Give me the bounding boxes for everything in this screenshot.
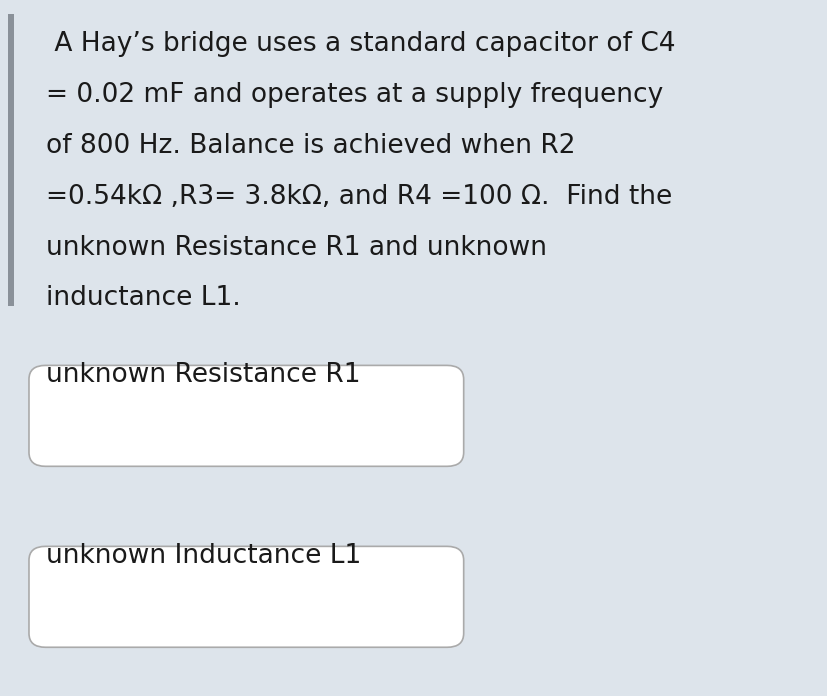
Text: inductance L1.: inductance L1. [45,285,240,311]
FancyBboxPatch shape [8,14,14,306]
Text: A Hay’s bridge uses a standard capacitor of C4: A Hay’s bridge uses a standard capacitor… [45,31,674,57]
Text: of 800 Hz. Balance is achieved when R2: of 800 Hz. Balance is achieved when R2 [45,133,574,159]
Text: = 0.02 mF and operates at a supply frequency: = 0.02 mF and operates at a supply frequ… [45,82,662,108]
Text: unknown Inductance L1: unknown Inductance L1 [45,543,361,569]
Text: unknown Resistance R1: unknown Resistance R1 [45,362,360,388]
FancyBboxPatch shape [29,546,463,647]
FancyBboxPatch shape [29,365,463,466]
Text: unknown Resistance R1 and unknown: unknown Resistance R1 and unknown [45,235,546,260]
Text: =0.54kΩ ,R3= 3.8kΩ, and R4 =100 Ω.  Find the: =0.54kΩ ,R3= 3.8kΩ, and R4 =100 Ω. Find … [45,184,671,209]
